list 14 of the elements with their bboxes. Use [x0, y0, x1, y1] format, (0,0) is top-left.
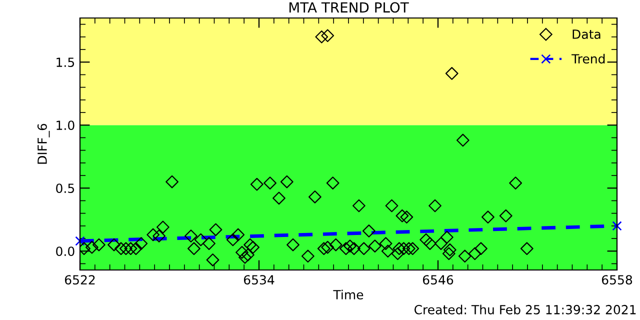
- y-tick-label: 1.5: [56, 58, 74, 68]
- x-tick-label: 6534: [244, 275, 274, 285]
- x-tick-label: 6558: [602, 275, 632, 285]
- y-tick-label: 1.0: [56, 120, 74, 130]
- legend-label: Trend: [572, 54, 605, 64]
- y-axis-title: DIFF_6: [37, 124, 50, 164]
- x-tick-label: 6522: [64, 275, 95, 285]
- y-tick-label: 0.5: [56, 184, 74, 194]
- x-tick-label: 6546: [422, 275, 454, 285]
- text: Created: Thu Feb 25 11:39:32 2021: [414, 304, 636, 314]
- chart-title: MTA TREND PLOT: [289, 2, 409, 13]
- legend-label: Data: [572, 30, 600, 39]
- y-tick-label: 0.0: [56, 246, 74, 256]
- x-axis-title: Time: [333, 290, 364, 300]
